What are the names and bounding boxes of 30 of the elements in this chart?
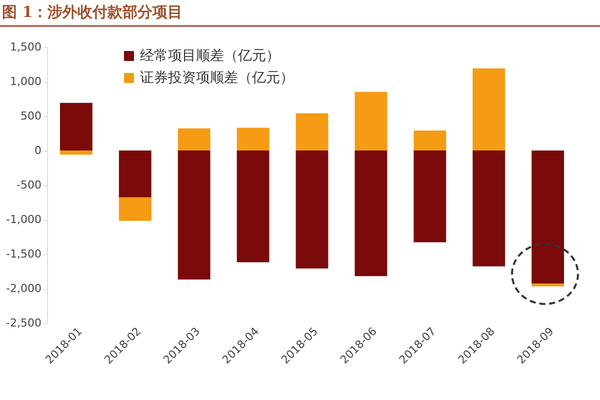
y-tick-label: 1,000 [10,75,42,88]
bar [178,150,210,280]
y-tick-label: -2,000 [6,282,42,295]
bar [354,150,388,276]
bar [118,150,152,198]
y-tick-label: -1,000 [6,213,42,226]
legend-label: 经常项目顺差（亿元） [140,48,280,64]
bar [60,102,92,150]
chart-title: 图 1：涉外收付款部分项目 [0,0,600,27]
bar [296,150,328,268]
bar [414,150,446,242]
y-tick-label: -500 [16,178,42,192]
bar [354,92,388,150]
bar [296,113,328,150]
bar [532,284,564,286]
y-tick-label: -1,500 [6,248,42,260]
y-tick-label: 500 [20,110,42,122]
bar [414,130,446,150]
legend-label: 证券投资项顺差（亿元） [140,70,294,86]
bar [118,197,152,221]
bar [178,128,210,150]
bar [236,150,270,262]
bar [236,128,270,150]
bar [472,150,506,266]
y-tick-label: 0 [34,144,42,157]
bar [532,150,564,284]
y-tick-label: 1,500 [10,40,42,54]
y-tick-label: -2,500 [6,316,42,330]
bar [472,68,506,150]
bar [60,150,92,155]
